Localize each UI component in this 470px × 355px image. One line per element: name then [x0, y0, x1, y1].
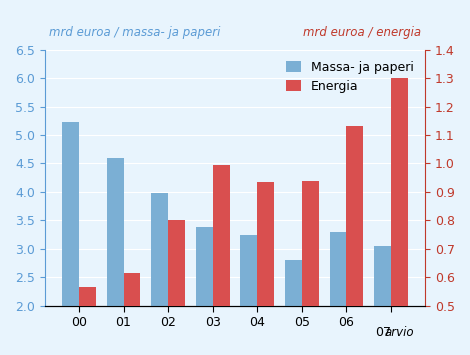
Legend: Massa- ja paperi, Energia: Massa- ja paperi, Energia — [281, 56, 419, 98]
Bar — [107, 158, 124, 355]
Bar — [240, 235, 257, 355]
Bar — [124, 273, 141, 355]
Bar — [329, 232, 346, 355]
Bar — [302, 180, 319, 355]
Bar — [79, 287, 96, 355]
Text: 07: 07 — [375, 326, 391, 339]
Text: mrd euroa / massa- ja paperi: mrd euroa / massa- ja paperi — [48, 26, 220, 39]
Bar — [196, 227, 213, 355]
Bar — [346, 126, 363, 355]
Text: arvio: arvio — [384, 326, 414, 339]
Bar — [168, 220, 185, 355]
Bar — [62, 122, 79, 355]
Bar — [374, 246, 391, 355]
Bar — [391, 78, 408, 355]
Bar — [257, 182, 274, 355]
Text: mrd euroa / energia: mrd euroa / energia — [303, 26, 422, 39]
Bar — [285, 260, 302, 355]
Bar — [213, 165, 230, 355]
Bar — [151, 193, 168, 355]
